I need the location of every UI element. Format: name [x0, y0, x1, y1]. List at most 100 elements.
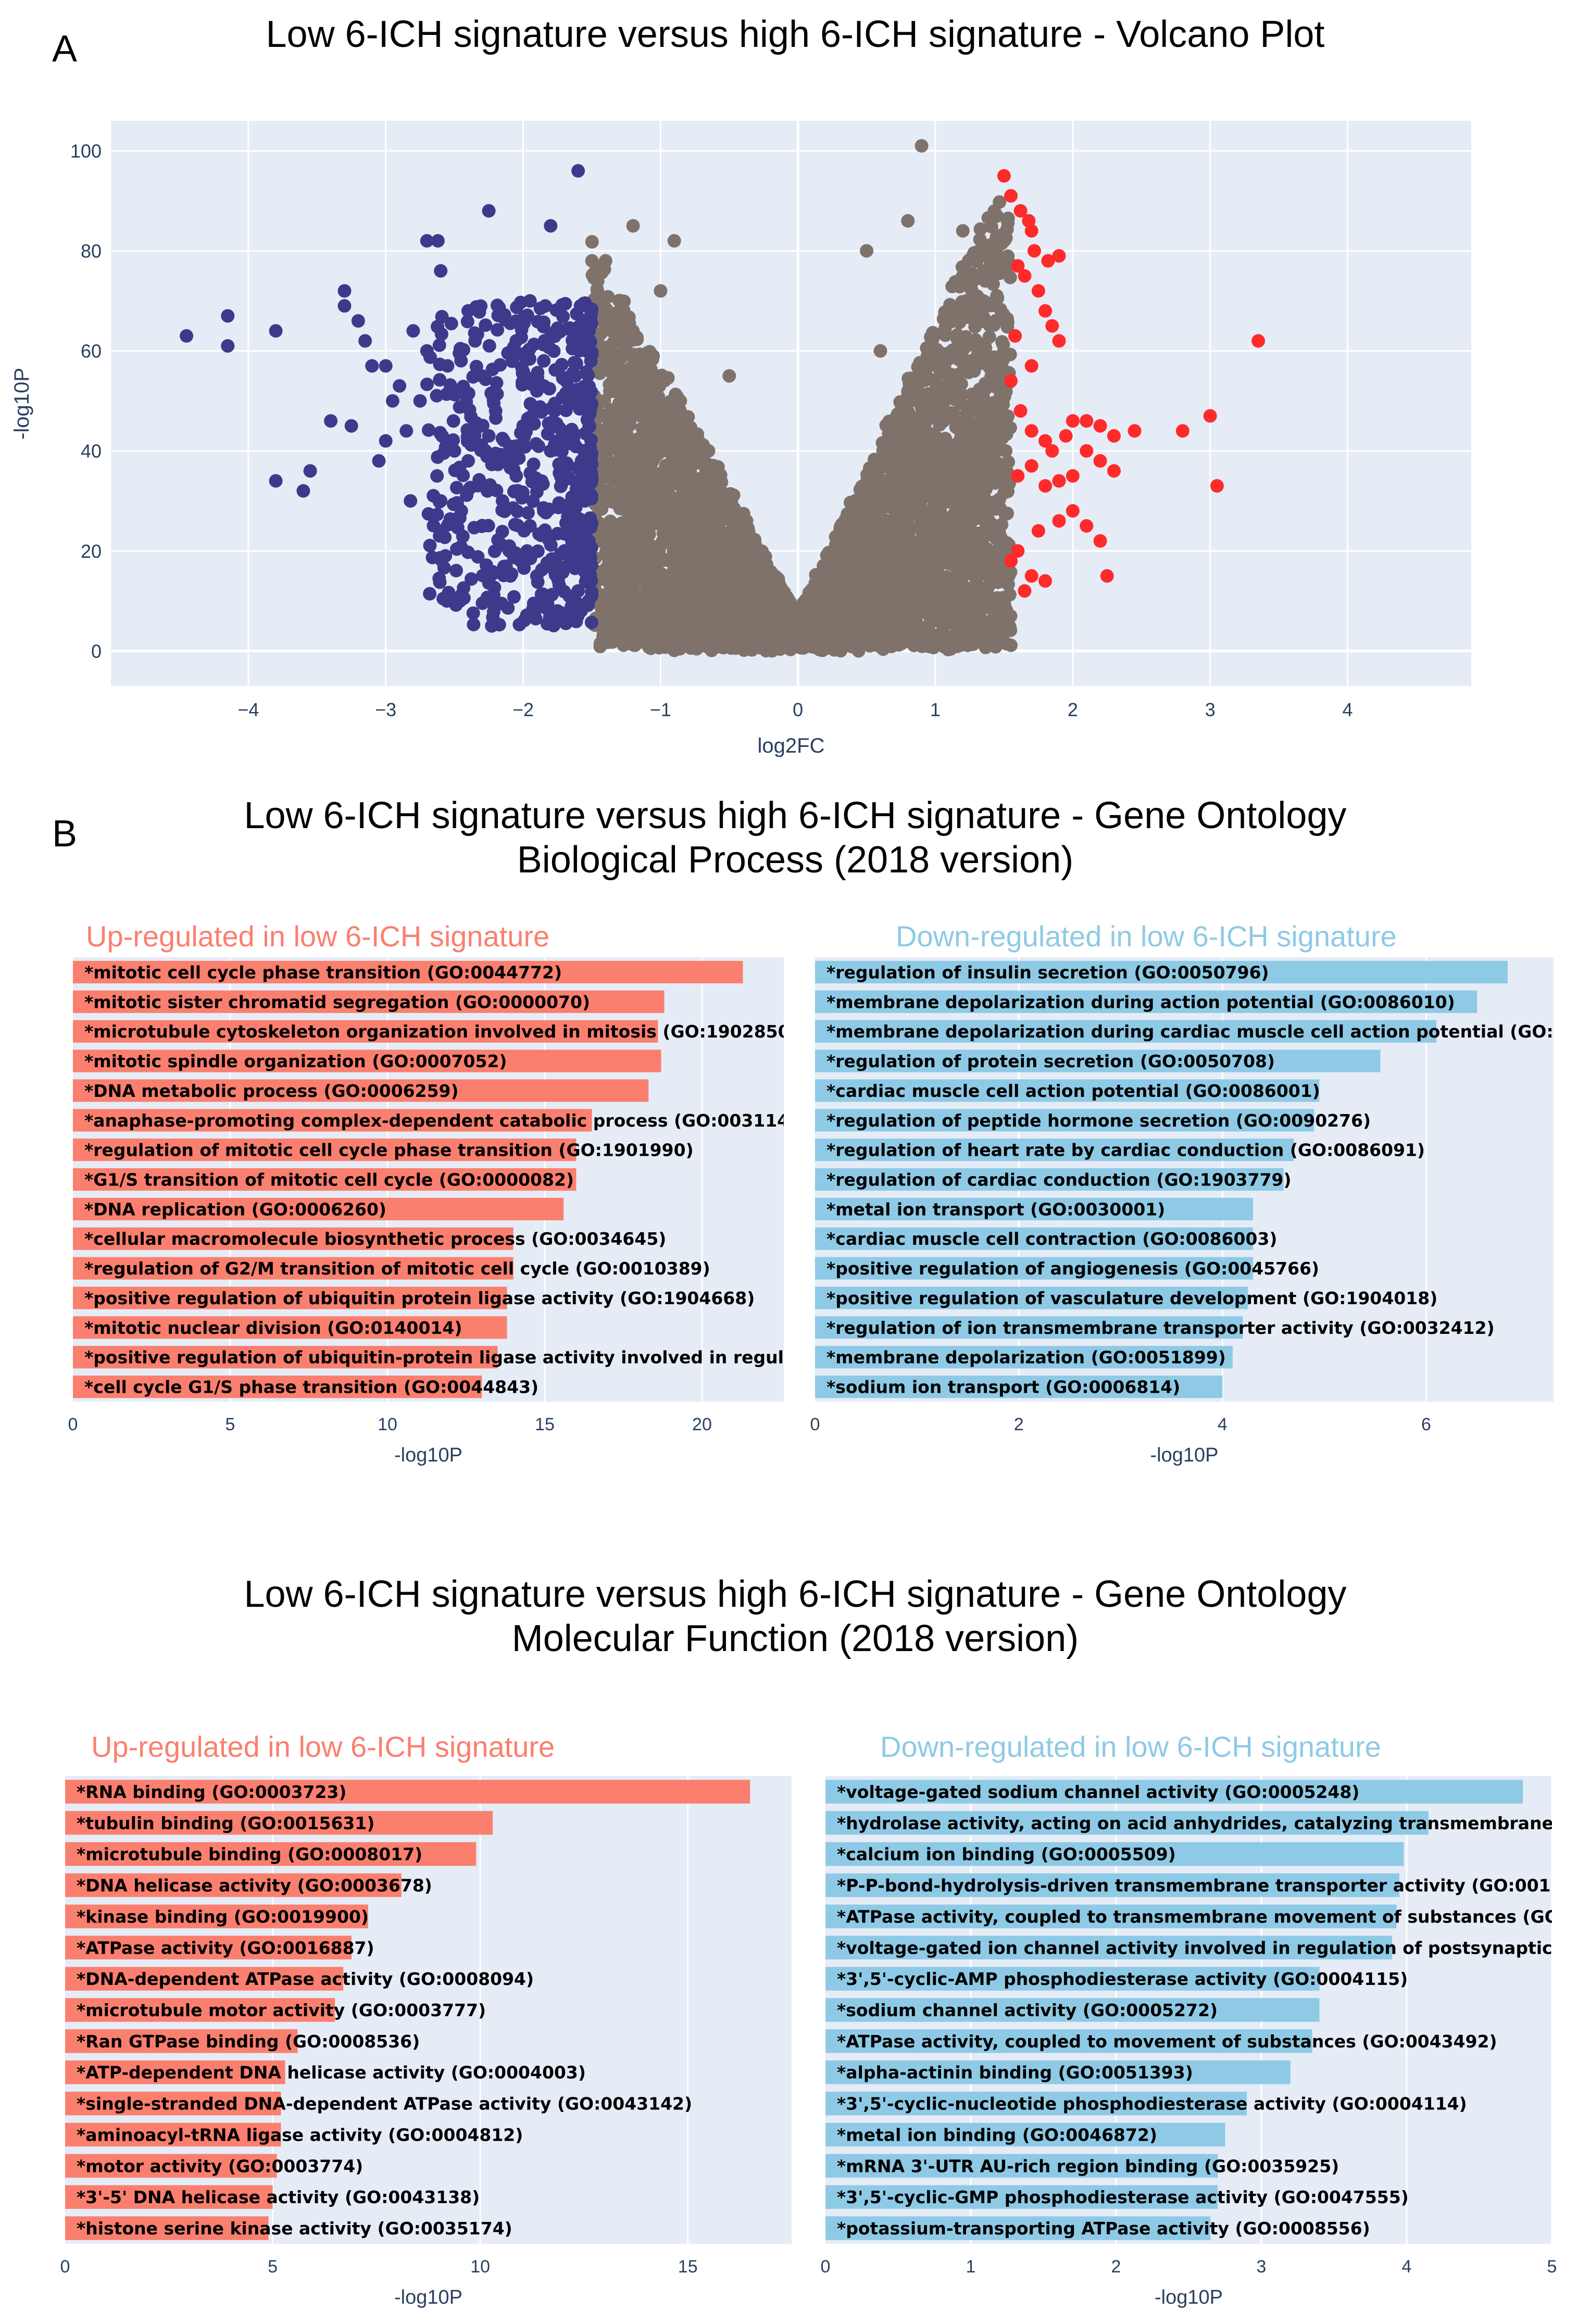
mf_up-bar-label: *tubulin binding (GO:0015631) — [77, 1813, 374, 1833]
mf_up-bar-label: *kinase binding (GO:0019900) — [77, 1906, 369, 1927]
bp_down-x-tick-label: 4 — [1218, 1415, 1227, 1434]
volcano-point-ns — [947, 407, 961, 421]
volcano-point-ns — [648, 556, 662, 570]
volcano-point-ns — [914, 139, 929, 153]
volcano-point-down — [542, 382, 556, 396]
volcano-point-ns — [629, 391, 643, 405]
bp_down-bar-label: *membrane depolarization (GO:0051899) — [826, 1347, 1226, 1368]
volcano-point-up — [1203, 409, 1217, 423]
bp_up-bar — [73, 1376, 482, 1398]
volcano-point-ns — [997, 621, 1011, 635]
volcano-point-down — [482, 204, 496, 218]
volcano-point-down — [523, 466, 537, 480]
volcano-point-ns — [612, 445, 627, 459]
volcano-point-down — [578, 319, 592, 333]
mf-title-line1: Low 6-ICH signature versus high 6-ICH si… — [244, 1573, 1346, 1615]
volcano-point-ns — [672, 575, 686, 589]
volcano-x-tick-label: −2 — [512, 699, 534, 720]
bp_up-bar-label: *cellular macromolecule biosynthetic pro… — [84, 1229, 666, 1249]
volcano-point-down — [337, 284, 352, 298]
mf_up-bar — [65, 1780, 750, 1804]
volcano-point-down — [508, 518, 522, 532]
volcano-point-ns — [667, 451, 681, 465]
volcano-point-up — [1013, 404, 1028, 418]
volcano-point-ns — [661, 469, 675, 483]
volcano-point-ns — [637, 589, 652, 603]
volcano-point-down — [433, 575, 447, 589]
bp_down-bar-label: *positive regulation of vasculature deve… — [826, 1288, 1437, 1308]
bp_up-bar — [73, 1227, 513, 1250]
volcano-point-ns — [987, 318, 1001, 332]
volcano-y-tick-label: 60 — [81, 341, 102, 362]
volcano-point-ns — [998, 507, 1012, 521]
volcano-point-ns — [901, 371, 916, 385]
volcano-point-down — [536, 587, 550, 601]
volcano-point-down — [421, 507, 435, 521]
volcano-point-ns — [670, 520, 683, 534]
volcano-point-ns — [978, 337, 992, 351]
volcano-point-up — [1052, 514, 1066, 528]
volcano-point-down — [517, 614, 531, 628]
bp_up-bar — [73, 1257, 513, 1280]
volcano-point-ns — [1003, 588, 1017, 602]
volcano-point-ns — [972, 526, 986, 540]
volcano-y-tick-label: 80 — [81, 241, 102, 262]
volcano-point-ns — [954, 377, 968, 391]
volcano-point-up — [1175, 424, 1189, 438]
volcano-point-ns — [713, 595, 727, 609]
volcano-point-down — [379, 359, 393, 373]
volcano-point-ns — [841, 547, 855, 561]
volcano-point-ns — [829, 588, 843, 602]
volcano-point-ns — [840, 580, 854, 594]
volcano-point-up — [1066, 414, 1080, 428]
volcano-point-ns — [640, 358, 654, 372]
volcano-point-down — [533, 302, 547, 316]
volcano-point-ns — [620, 435, 634, 449]
volcano-point-down — [423, 539, 437, 553]
volcano-point-ns — [820, 641, 834, 655]
volcano-point-down — [580, 464, 594, 478]
mf_up-bar-label: *DNA helicase activity (GO:0003678) — [77, 1876, 432, 1896]
bp_up-bar — [73, 1197, 564, 1220]
volcano-point-ns — [956, 441, 970, 455]
volcano-point-up — [1024, 459, 1038, 473]
volcano-point-up — [1052, 249, 1066, 263]
volcano-point-ns — [625, 581, 639, 595]
volcano-point-ns — [698, 468, 712, 482]
volcano-point-down — [221, 339, 235, 353]
volcano-point-ns — [912, 366, 926, 380]
bp-title-line1: Low 6-ICH signature versus high 6-ICH si… — [244, 795, 1346, 836]
volcano-point-ns — [909, 543, 923, 557]
volcano-point-ns — [627, 638, 641, 652]
volcano-point-down — [490, 387, 504, 401]
volcano-point-down — [358, 334, 372, 348]
volcano-point-down — [461, 304, 475, 318]
volcano-point-ns — [597, 620, 611, 634]
volcano-point-ns — [935, 413, 949, 427]
volcano-point-up — [1011, 469, 1025, 483]
volcano-point-ns — [992, 526, 1006, 540]
volcano-point-ns — [981, 514, 995, 528]
volcano-point-down — [431, 450, 445, 464]
volcano-point-ns — [639, 635, 653, 649]
volcano-point-ns — [889, 543, 903, 557]
volcano-point-ns — [979, 404, 993, 418]
volcano-y-tick-label: 20 — [81, 541, 102, 562]
volcano-point-down — [441, 359, 455, 373]
volcano-point-ns — [959, 410, 973, 424]
volcano-point-down — [457, 343, 470, 357]
volcano-point-down — [435, 524, 448, 538]
volcano-point-down — [516, 419, 530, 433]
volcano-point-ns — [848, 589, 862, 603]
volcano-point-down — [404, 494, 418, 508]
volcano-point-down — [555, 298, 569, 312]
volcano-point-ns — [614, 331, 628, 345]
volcano-point-up — [1080, 414, 1094, 428]
bp_down-bar-label: *regulation of peptide hormone secretion… — [826, 1110, 1371, 1131]
volcano-point-down — [379, 434, 393, 448]
volcano-point-down — [547, 344, 561, 358]
volcano-point-ns — [909, 615, 923, 629]
volcano-point-ns — [864, 569, 878, 583]
volcano-point-ns — [996, 419, 1010, 433]
